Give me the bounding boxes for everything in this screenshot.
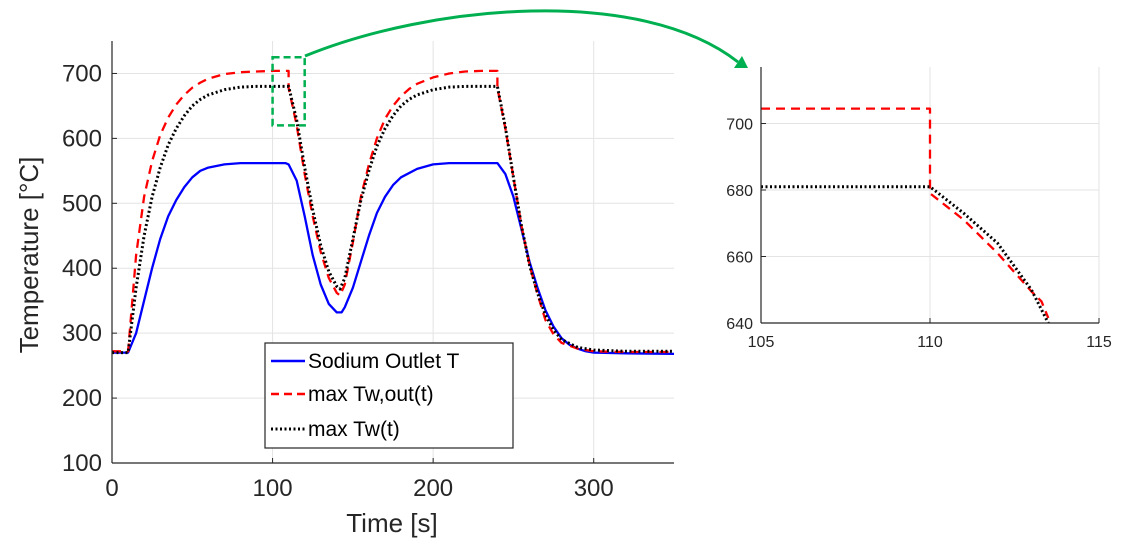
y-tick-label: 600 [62,125,102,152]
legend: Sodium Outlet T max Tw,out(t) max Tw(t) [264,342,514,449]
inset-chart: 105 110 115 640 660 680 700 [726,67,1112,351]
y-tick-label: 100 [62,450,102,477]
series-line-0 [761,107,1050,319]
main-axes [111,41,674,464]
y-tick-label: 200 [62,385,102,412]
x-tick-label: 100 [253,475,293,502]
y-tick-label: 700 [62,60,102,87]
inset-ticks: 105 110 115 640 660 680 700 [726,117,1112,351]
y-tick-label: 640 [726,316,753,333]
legend-box [264,342,514,449]
x-tick-label: 200 [413,475,453,502]
x-tick-label: 300 [574,475,614,502]
inset-axes [760,67,1100,324]
series-line-1 [112,69,674,354]
legend-label-tw-out: max Tw,out(t) [308,383,434,406]
x-tick-label: 0 [105,475,118,502]
y-tick-label: 400 [62,255,102,282]
y-axis-label: Temperature [°C] [14,157,44,354]
x-tick-label: 105 [748,334,775,351]
legend-label-sodium: Sodium Outlet T [308,350,460,373]
x-tick-label: 115 [1086,334,1112,351]
x-axis-label: Time [s] [346,508,437,538]
main-series [112,69,674,356]
inset-series [761,107,1050,323]
series-line-1 [761,185,1050,323]
zoom-box [271,55,306,127]
series-line-0 [112,161,674,356]
y-tick-label: 700 [726,117,753,134]
zoom-connector-arrowhead [734,56,748,68]
legend-label-tw: max Tw(t) [308,418,400,441]
series-line-2 [112,84,674,355]
zoom-connector-arrow [304,9,739,64]
inset-grid [760,67,1100,324]
y-tick-label: 660 [726,250,753,267]
y-tick-label: 300 [62,320,102,347]
y-tick-label: 500 [62,190,102,217]
x-tick-label: 110 [917,334,943,351]
y-tick-label: 680 [726,183,753,200]
